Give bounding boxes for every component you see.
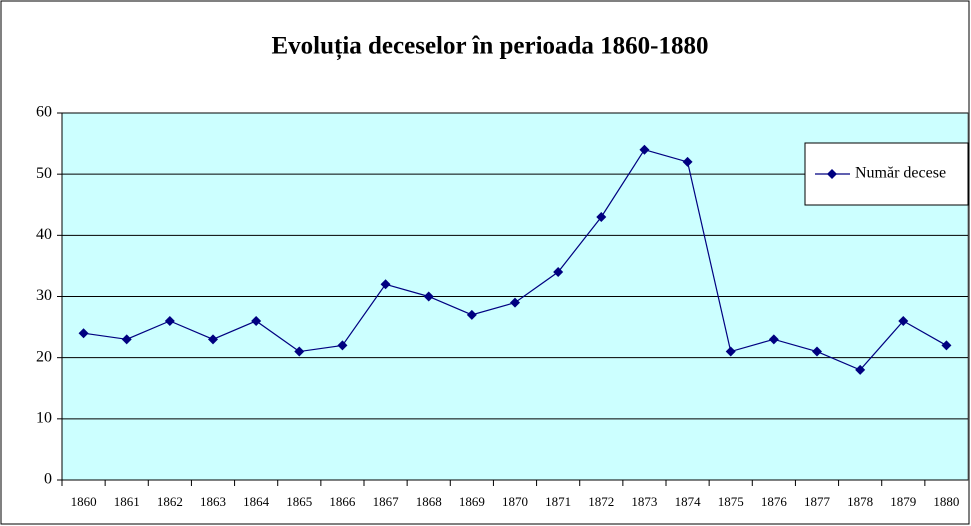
data-point — [682, 156, 693, 167]
y-tick-label: 40 — [36, 226, 52, 243]
x-tick-label: 1880 — [933, 494, 959, 509]
legend-label: Număr decese — [855, 165, 946, 182]
data-point — [251, 315, 262, 326]
legend-marker — [827, 169, 837, 179]
y-tick-label: 60 — [36, 104, 52, 121]
data-point — [294, 346, 305, 357]
x-tick-label: 1870 — [502, 494, 528, 509]
x-tick-label: 1867 — [373, 494, 400, 509]
x-tick-label: 1877 — [804, 494, 831, 509]
x-tick-label: 1868 — [416, 494, 442, 509]
y-tick-label: 20 — [36, 348, 52, 365]
x-tick-label: 1861 — [114, 494, 140, 509]
data-point — [510, 297, 520, 308]
x-tick-label: 1876 — [761, 494, 788, 509]
data-point — [898, 315, 909, 326]
x-tick-label: 1874 — [675, 494, 702, 509]
data-point — [725, 346, 736, 357]
data-point — [164, 315, 175, 326]
data-point — [553, 267, 564, 278]
data-point — [78, 328, 89, 339]
x-tick-label: 1878 — [847, 494, 873, 509]
y-tick-label: 0 — [44, 471, 52, 488]
y-tick-label: 30 — [36, 287, 52, 304]
x-tick-label: 1863 — [200, 494, 226, 509]
y-tick-label: 50 — [36, 165, 52, 182]
x-tick-label: 1872 — [588, 494, 614, 509]
x-tick-label: 1862 — [157, 494, 183, 509]
x-tick-label: 1875 — [718, 494, 744, 509]
data-point — [596, 211, 607, 222]
x-tick-label: 1869 — [459, 494, 485, 509]
x-tick-label: 1871 — [545, 494, 571, 509]
data-point — [768, 334, 779, 345]
x-tick-label: 1864 — [243, 494, 270, 509]
x-tick-label: 1873 — [631, 494, 657, 509]
data-point — [855, 364, 866, 375]
data-point — [812, 346, 822, 357]
data-point — [639, 144, 650, 155]
data-point — [121, 334, 132, 345]
chart-title: Evoluția deceselor în perioada 1860-1880 — [271, 33, 708, 61]
x-tick-label: 1879 — [890, 494, 916, 509]
data-point — [423, 291, 434, 302]
x-tick-label: 1866 — [329, 494, 356, 509]
data-point — [941, 340, 952, 351]
data-point — [380, 279, 391, 290]
data-point — [208, 334, 218, 345]
x-tick-label: 1865 — [286, 494, 312, 509]
data-point — [337, 340, 348, 351]
y-tick-label: 10 — [36, 410, 52, 427]
data-point — [466, 309, 477, 320]
x-tick-label: 1860 — [71, 494, 97, 509]
